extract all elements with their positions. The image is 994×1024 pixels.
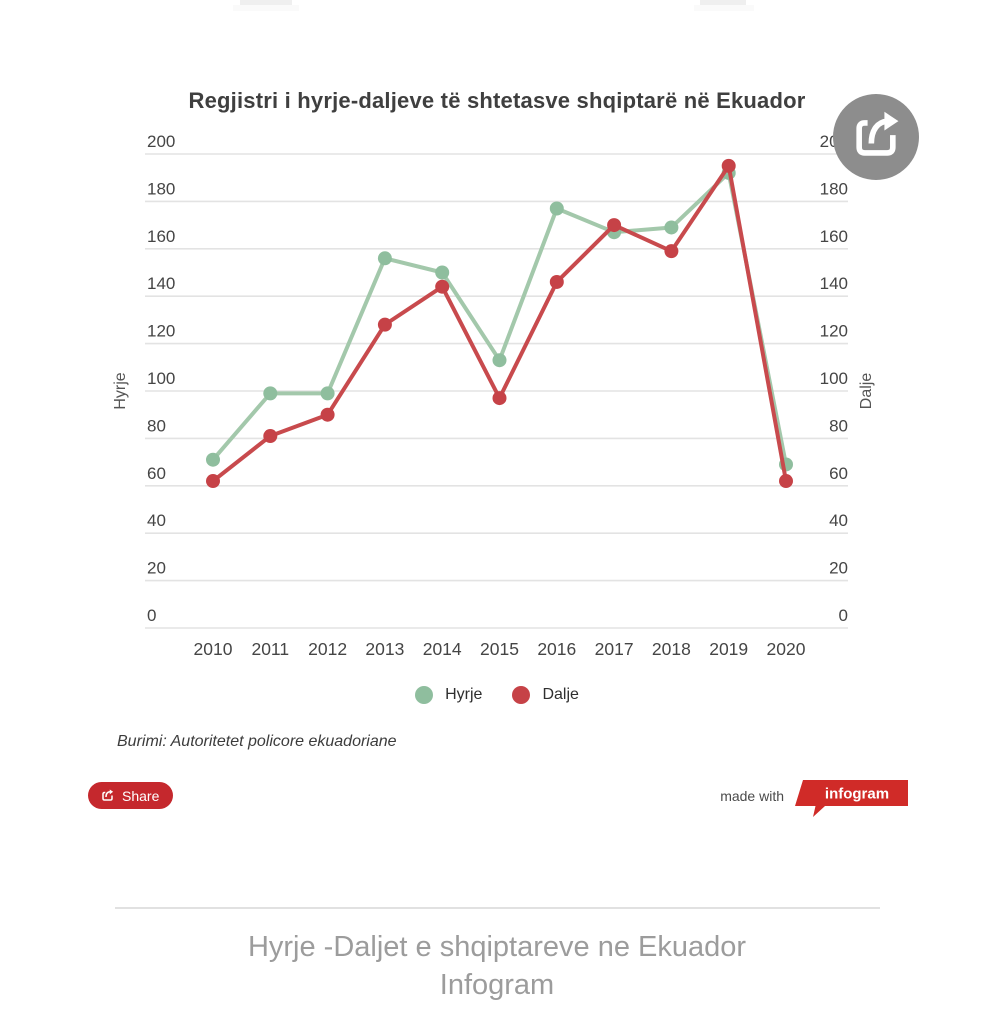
y-tick-right: 0 xyxy=(839,606,848,625)
y-axis-title-right: Dalje xyxy=(858,373,875,410)
x-tick: 2015 xyxy=(480,639,519,659)
infogram-logo-text: infogram xyxy=(825,786,889,803)
y-tick-left: 140 xyxy=(147,274,175,293)
data-point-hyrje-2011[interactable] xyxy=(263,386,278,401)
footer-caption-line1: Hyrje -Daljet e shqiptareve ne Ekuador xyxy=(247,931,747,963)
data-point-hyrje-2015[interactable] xyxy=(492,353,507,368)
data-point-dalje-2018[interactable] xyxy=(664,244,679,259)
legend-item-hyrje[interactable]: Hyrje xyxy=(415,686,482,704)
legend-dot-hyrje xyxy=(415,686,434,704)
y-tick-right: 120 xyxy=(820,322,848,341)
y-tick-left: 20 xyxy=(147,559,166,578)
y-tick-right: 20 xyxy=(829,559,848,578)
data-point-dalje-2020[interactable] xyxy=(779,474,793,489)
x-tick: 2016 xyxy=(537,639,576,659)
y-tick-left: 160 xyxy=(147,227,175,246)
x-tick: 2018 xyxy=(652,639,691,659)
data-point-hyrje-2016[interactable] xyxy=(549,201,564,216)
legend: Hyrje Dalje xyxy=(0,686,994,704)
y-axis-title-left: Hyrje xyxy=(112,372,129,409)
data-point-hyrje-2018[interactable] xyxy=(664,220,679,235)
data-point-dalje-2010[interactable] xyxy=(206,474,220,489)
y-tick-right: 40 xyxy=(829,511,848,530)
x-tick: 2017 xyxy=(595,639,634,659)
share-button-label: Share xyxy=(122,787,160,804)
y-tick-right: 80 xyxy=(829,416,848,435)
legend-label-dalje: Dalje xyxy=(542,686,579,703)
x-tick: 2020 xyxy=(767,639,806,659)
legend-dot-dalje xyxy=(512,686,531,704)
y-tick-left: 200 xyxy=(147,132,175,151)
top-cutoff-artifact xyxy=(240,0,292,5)
data-point-dalje-2013[interactable] xyxy=(377,317,392,332)
y-tick-right: 140 xyxy=(820,274,848,293)
x-tick: 2014 xyxy=(423,639,462,659)
data-point-dalje-2016[interactable] xyxy=(549,274,564,289)
data-point-dalje-2012[interactable] xyxy=(320,407,335,422)
source-note: Burimi: Autoritetet policore ekuadoriane xyxy=(117,733,397,750)
footer-caption-line2: Infogram xyxy=(439,969,555,1001)
legend-label-hyrje: Hyrje xyxy=(445,686,483,703)
y-tick-right: 160 xyxy=(820,227,848,246)
y-tick-left: 120 xyxy=(147,322,175,341)
share-export-icon xyxy=(856,111,899,156)
x-tick: 2012 xyxy=(308,639,347,659)
x-tick: 2010 xyxy=(194,639,233,659)
legend-item-dalje[interactable]: Dalje xyxy=(512,686,579,704)
made-with-label: made with xyxy=(720,788,784,804)
series-line-dalje xyxy=(211,163,788,484)
y-tick-right: 100 xyxy=(820,369,848,388)
footer-caption: Hyrje -Daljet e shqiptareve ne Ekuador I… xyxy=(0,928,994,1004)
share-fab-button[interactable] xyxy=(833,94,919,180)
y-tick-left: 100 xyxy=(147,369,175,388)
data-point-hyrje-2010[interactable] xyxy=(206,452,220,467)
share-button[interactable]: Share xyxy=(88,782,174,809)
y-tick-left: 80 xyxy=(147,416,166,435)
top-cutoff-artifact xyxy=(700,0,746,5)
y-tick-left: 0 xyxy=(147,606,156,625)
data-point-hyrje-2014[interactable] xyxy=(435,265,450,280)
footer-divider xyxy=(115,907,880,909)
x-tick: 2011 xyxy=(251,639,289,659)
top-cutoff-artifact xyxy=(233,5,299,11)
x-tick: 2013 xyxy=(365,639,404,659)
y-tick-right: 60 xyxy=(829,464,848,483)
x-tick: 2019 xyxy=(709,639,748,659)
data-point-dalje-2015[interactable] xyxy=(492,391,507,406)
y-tick-right: 180 xyxy=(820,179,848,198)
share-icon xyxy=(102,789,114,801)
series-line-hyrje xyxy=(211,170,788,467)
y-tick-left: 60 xyxy=(147,464,166,483)
data-point-dalje-2019[interactable] xyxy=(721,158,736,173)
chart-title: Regjistri i hyrje-daljeve të shtetasve s… xyxy=(188,88,806,113)
y-tick-left: 40 xyxy=(147,511,166,530)
data-point-dalje-2011[interactable] xyxy=(263,429,278,444)
data-point-dalje-2017[interactable] xyxy=(607,218,622,233)
data-point-hyrje-2013[interactable] xyxy=(377,251,392,266)
top-cutoff-artifact xyxy=(694,5,754,11)
infogram-logo[interactable]: infogram xyxy=(793,778,913,822)
made-with-infogram: made with infogram xyxy=(0,778,994,822)
y-tick-left: 180 xyxy=(147,179,175,198)
data-point-hyrje-2012[interactable] xyxy=(320,386,335,401)
data-point-dalje-2014[interactable] xyxy=(435,279,450,294)
